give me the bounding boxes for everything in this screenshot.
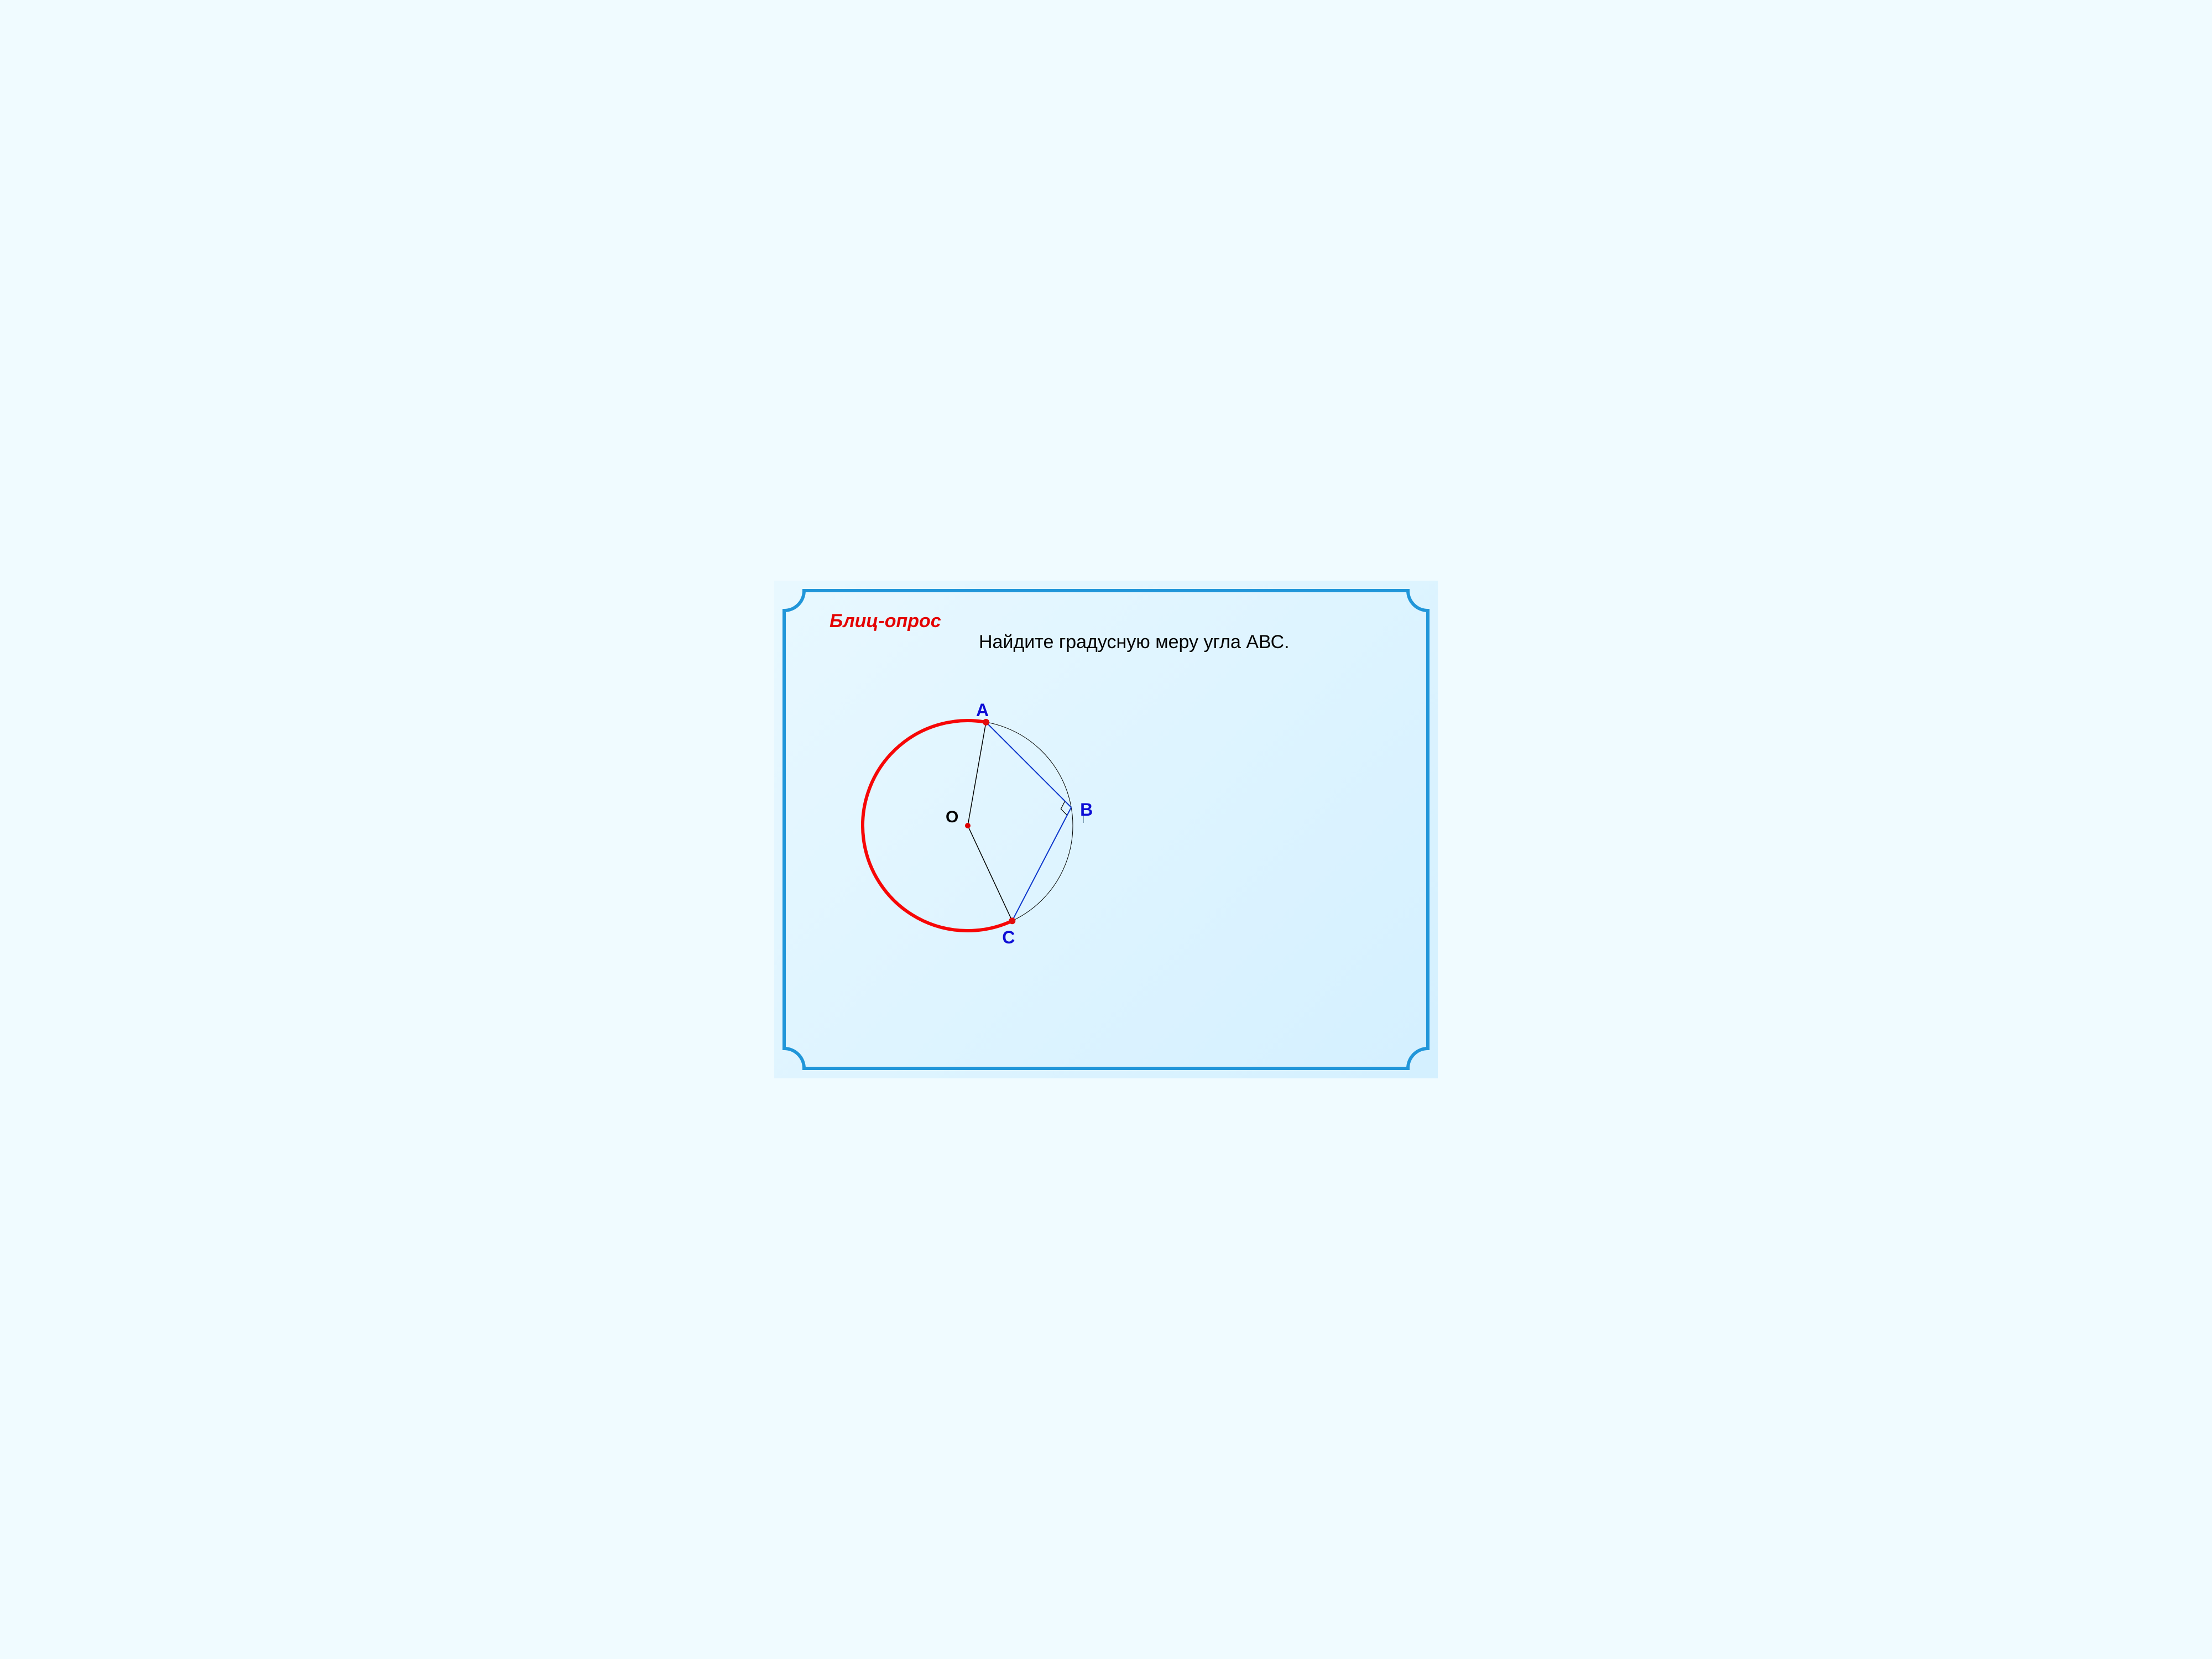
right-angle-marker <box>1061 801 1067 816</box>
point-C <box>1009 917 1015 924</box>
geometry-diagram <box>852 697 1084 962</box>
slide: Блиц-опрос Найдите градусную меру угла А… <box>774 581 1438 1078</box>
slide-content: Блиц-опрос Найдите градусную меру угла А… <box>774 581 1438 1078</box>
label-A: А <box>976 700 989 721</box>
quiz-title: Блиц-опрос <box>830 611 941 632</box>
task-text: Найдите градусную меру угла АВС. <box>979 632 1290 653</box>
arc-highlight <box>863 721 1012 931</box>
label-C: С <box>1002 927 1015 948</box>
line-AB <box>986 722 1071 807</box>
label-O: O <box>946 808 958 827</box>
point-O <box>965 823 971 828</box>
label-B: В <box>1080 800 1093 820</box>
line-BC <box>1012 807 1071 921</box>
line-OC <box>968 826 1012 921</box>
line-OA <box>968 722 986 826</box>
